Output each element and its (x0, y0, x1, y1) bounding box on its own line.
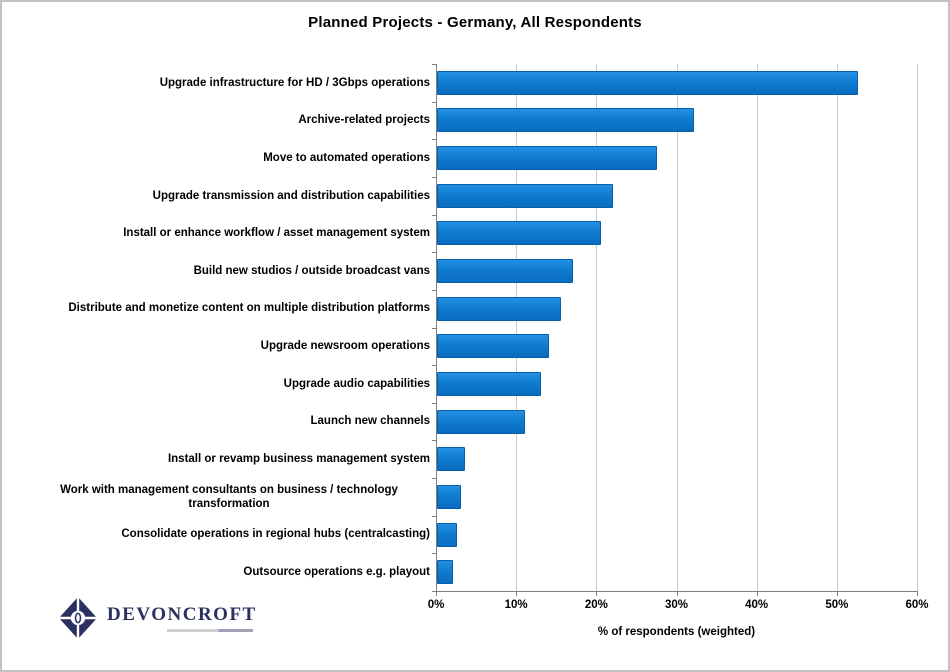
gridline (596, 64, 598, 591)
y-axis-tick (432, 553, 437, 554)
logo-tagline (167, 629, 253, 632)
bar (437, 372, 541, 396)
category-label: Consolidate operations in regional hubs … (121, 528, 430, 541)
x-axis-tick (516, 591, 518, 596)
devoncroft-logo: DEVONCROFT (57, 592, 257, 644)
y-axis-tick (432, 139, 437, 140)
bar (437, 334, 549, 358)
x-tick-label: 50% (825, 599, 849, 611)
category-label: Upgrade transmission and distribution ca… (152, 189, 430, 202)
category-label: Distribute and monetize content on multi… (68, 302, 430, 315)
y-axis-tick (432, 365, 437, 366)
x-axis-tick (836, 591, 838, 596)
x-axis-tick (436, 591, 437, 596)
plot-area (432, 64, 918, 596)
y-axis-tick (432, 64, 437, 65)
y-axis-tick (432, 440, 437, 441)
x-axis-tick (596, 591, 598, 596)
logo-wordmark: DEVONCROFT (107, 604, 257, 625)
bar (437, 410, 525, 434)
bar (437, 259, 573, 283)
x-axis-tick (756, 591, 758, 596)
y-axis-tick (432, 290, 437, 291)
bar (437, 108, 694, 132)
category-label: Launch new channels (310, 415, 431, 428)
y-axis-tick (432, 215, 437, 216)
x-axis-title: % of respondents (weighted) (597, 626, 756, 638)
category-label: Archive-related projects (298, 114, 430, 127)
bar (437, 523, 457, 547)
category-label: Move to automated operations (263, 151, 430, 164)
x-axis-tick (676, 591, 678, 596)
y-axis-tick (432, 591, 437, 592)
bar (437, 447, 465, 471)
y-axis-tick (432, 328, 437, 329)
x-tick-label: 20% (584, 599, 608, 611)
gridline (836, 64, 838, 591)
diamond-icon (57, 596, 99, 640)
category-label: Outsource operations e.g. playout (243, 565, 430, 578)
x-axis-tick (917, 591, 918, 596)
x-tick-label: 30% (664, 599, 689, 611)
category-label: Upgrade newsroom operations (260, 340, 430, 353)
gridline (917, 64, 918, 591)
bar (437, 146, 657, 170)
y-axis-tick (432, 478, 437, 479)
category-label: Work with management consultants on busi… (60, 483, 398, 510)
x-tick-label: 60% (905, 599, 929, 611)
y-axis-tick (432, 516, 437, 517)
bar (437, 221, 601, 245)
category-label: Build new studios / outside broadcast va… (193, 264, 430, 277)
category-label: Install or revamp business management sy… (167, 453, 430, 466)
category-label: Upgrade audio capabilities (283, 377, 430, 390)
gridline (676, 64, 678, 591)
x-tick-label: 40% (745, 599, 769, 611)
y-axis-tick (432, 403, 437, 404)
bar (437, 184, 613, 208)
bar (437, 71, 858, 95)
bar (437, 485, 461, 509)
category-label: Upgrade infrastructure for HD / 3Gbps op… (159, 76, 430, 89)
y-axis-tick (432, 102, 437, 103)
y-axis-tick (432, 252, 437, 253)
bar (437, 560, 453, 584)
bar (437, 297, 561, 321)
gridline (756, 64, 758, 591)
chart-title: Planned Projects - Germany, All Responde… (308, 14, 642, 31)
gridline (516, 64, 518, 591)
x-tick-label: 10% (504, 599, 528, 611)
x-tick-label: 0% (427, 599, 445, 611)
category-label: Install or enhance workflow / asset mana… (123, 227, 430, 240)
y-axis-tick (432, 177, 437, 178)
